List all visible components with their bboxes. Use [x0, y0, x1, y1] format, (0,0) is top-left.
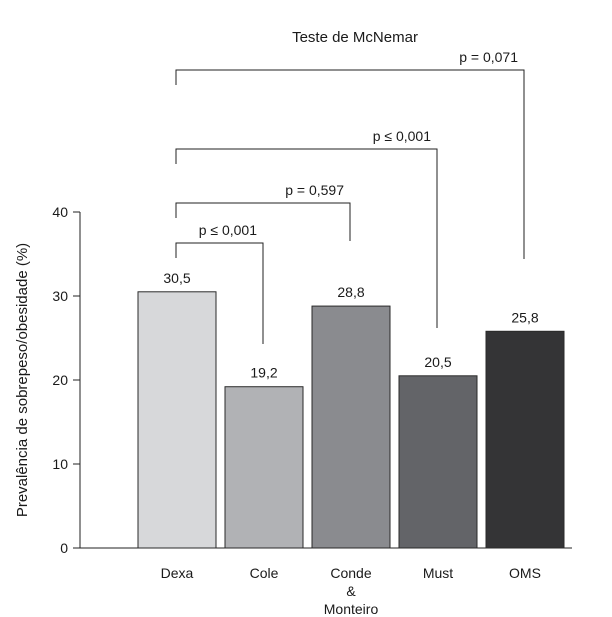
x-tick-label: Dexa [161, 565, 194, 581]
comparison-bracket [175, 202, 351, 241]
x-tick-labels: Dexa Cole Conde & Monteiro Must OMS [161, 565, 541, 617]
y-tick-label: 20 [52, 372, 68, 388]
bar-value-label: 19,2 [250, 365, 277, 381]
bar [224, 386, 304, 549]
bar-value-label: 25,8 [511, 309, 538, 325]
bar-value-label: 20,5 [424, 354, 451, 370]
x-tick-label: OMS [509, 565, 541, 581]
x-tick-label: Cole [250, 565, 279, 581]
y-tick-label: 0 [60, 540, 68, 556]
y-tick-label: 30 [52, 288, 68, 304]
x-tick-label: Conde [330, 565, 371, 581]
bar-value-label: 28,8 [337, 284, 364, 300]
bars [137, 291, 565, 549]
comparison-brackets: p ≤ 0,001 p = 0,597 p ≤ 0,001 p = 0,071 [175, 49, 525, 344]
x-tick-label: & [346, 583, 356, 599]
bar [485, 330, 565, 549]
comparison-bracket [175, 242, 264, 344]
value-labels: 30,5 19,2 28,8 20,5 25,8 [163, 270, 538, 381]
y-tick-label: 10 [52, 456, 68, 472]
bar [137, 291, 217, 549]
p-value-label: p = 0,597 [285, 182, 344, 198]
bar [311, 305, 391, 549]
chart-title: Teste de McNemar [292, 29, 418, 46]
bar-value-label: 30,5 [163, 270, 190, 286]
y-tick-label: 40 [52, 204, 68, 220]
x-tick-label: Must [423, 565, 453, 581]
comparison-bracket [175, 69, 525, 259]
x-tick-label: Monteiro [324, 601, 379, 617]
y-axis-label: Prevalência de sobrepeso/obesidade (%) [14, 243, 31, 517]
bar [398, 375, 478, 549]
p-value-label: p ≤ 0,001 [373, 128, 431, 144]
p-value-label: p = 0,071 [459, 49, 518, 65]
comparison-bracket [175, 148, 438, 328]
p-value-label: p ≤ 0,001 [199, 222, 257, 238]
